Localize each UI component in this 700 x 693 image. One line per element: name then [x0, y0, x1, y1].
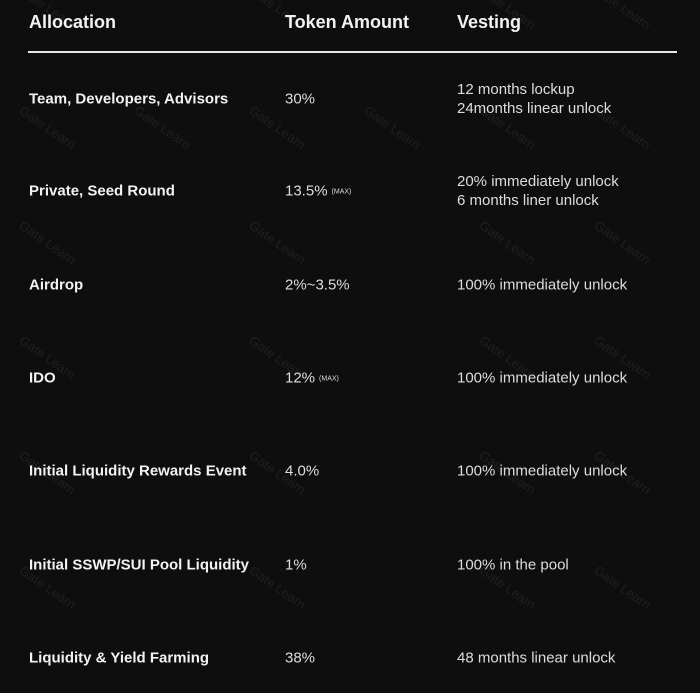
amount-value: 4.0% — [285, 462, 320, 480]
vesting-cell: 100% in the pool — [457, 556, 569, 575]
header-divider — [28, 51, 677, 53]
token-amount-cell: 12% (MAX) — [285, 370, 339, 387]
table-row: Team, Developers, Advisors 30% 12 months… — [0, 79, 700, 119]
amount-value: 30% — [285, 90, 316, 108]
allocation-cell: Initial Liquidity Rewards Event — [29, 462, 247, 480]
vesting-cell: 100% immediately unlock — [457, 462, 627, 481]
header-token-amount: Token Amount — [285, 12, 409, 32]
table-row: Private, Seed Round 13.5% (MAX) 20% immed… — [0, 171, 700, 211]
vesting-line: 12 months lockup — [457, 81, 575, 98]
vesting-cell: 48 months linear unlock — [457, 649, 615, 668]
vesting-line: 100% immediately unlock — [457, 369, 628, 387]
max-note: (MAX) — [319, 375, 339, 383]
gate-learn-watermark: Gate Learn — [591, 217, 654, 268]
gate-learn-watermark: Gate Learn — [16, 217, 79, 268]
allocation-cell: IDO — [29, 369, 56, 387]
amount-value: 2%~3.5% — [285, 276, 350, 294]
allocation-cell: Liquidity & Yield Farming — [29, 649, 210, 667]
token-amount-cell: 4.0% — [285, 463, 319, 480]
table-row: Initial Liquidity Rewards Event 4.0% 100… — [0, 451, 700, 491]
token-amount-cell: 13.5% (MAX) — [285, 183, 351, 200]
vesting-cell: 12 months lockup 24months linear unlock — [457, 80, 611, 118]
vesting-cell: 100% immediately unlock — [457, 276, 627, 295]
gate-learn-watermark: Gate Learn — [591, 0, 654, 33]
vesting-line: 100% immediately unlock — [457, 462, 628, 480]
vesting-line: 100% in the pool — [457, 556, 569, 574]
allocation-cell: Private, Seed Round — [29, 182, 175, 200]
token-amount-cell: 30% — [285, 91, 315, 108]
header-vesting: Vesting — [457, 12, 522, 32]
token-amount-cell: 2%~3.5% — [285, 277, 350, 294]
vesting-line: 24months linear unlock — [457, 100, 612, 117]
amount-value: 38% — [285, 649, 316, 667]
amount-value: 12% — [285, 369, 316, 387]
vesting-line: 20% immediately unlock — [457, 173, 619, 190]
amount-value: 1% — [285, 556, 307, 574]
table-row: IDO 12% (MAX) 100% immediately unlock — [0, 358, 700, 398]
table-row: Airdrop 2%~3.5% 100% immediately unlock — [0, 265, 700, 305]
token-amount-cell: 1% — [285, 557, 307, 574]
allocation-cell: Initial SSWP/SUI Pool Liquidity — [29, 556, 250, 574]
table-row: Initial SSWP/SUI Pool Liquidity 1% 100% … — [0, 545, 700, 585]
amount-value: 13.5% — [285, 182, 328, 200]
vesting-line: 48 months linear unlock — [457, 649, 616, 667]
header-allocation: Allocation — [29, 12, 117, 32]
vesting-cell: 100% immediately unlock — [457, 369, 627, 388]
table-row: Liquidity & Yield Farming 38% 48 months … — [0, 638, 700, 678]
max-note: (MAX) — [331, 188, 352, 196]
vesting-cell: 20% immediately unlock 6 months liner unl… — [457, 172, 619, 210]
gate-learn-watermark: Gate Learn — [246, 217, 309, 268]
vesting-line: 6 months liner unlock — [457, 192, 599, 209]
allocation-cell: Team, Developers, Advisors — [29, 90, 229, 108]
gate-learn-watermark: Gate Learn — [476, 217, 539, 268]
vesting-line: 100% immediately unlock — [457, 276, 628, 294]
allocation-cell: Airdrop — [29, 276, 84, 294]
token-amount-cell: 38% — [285, 650, 315, 667]
